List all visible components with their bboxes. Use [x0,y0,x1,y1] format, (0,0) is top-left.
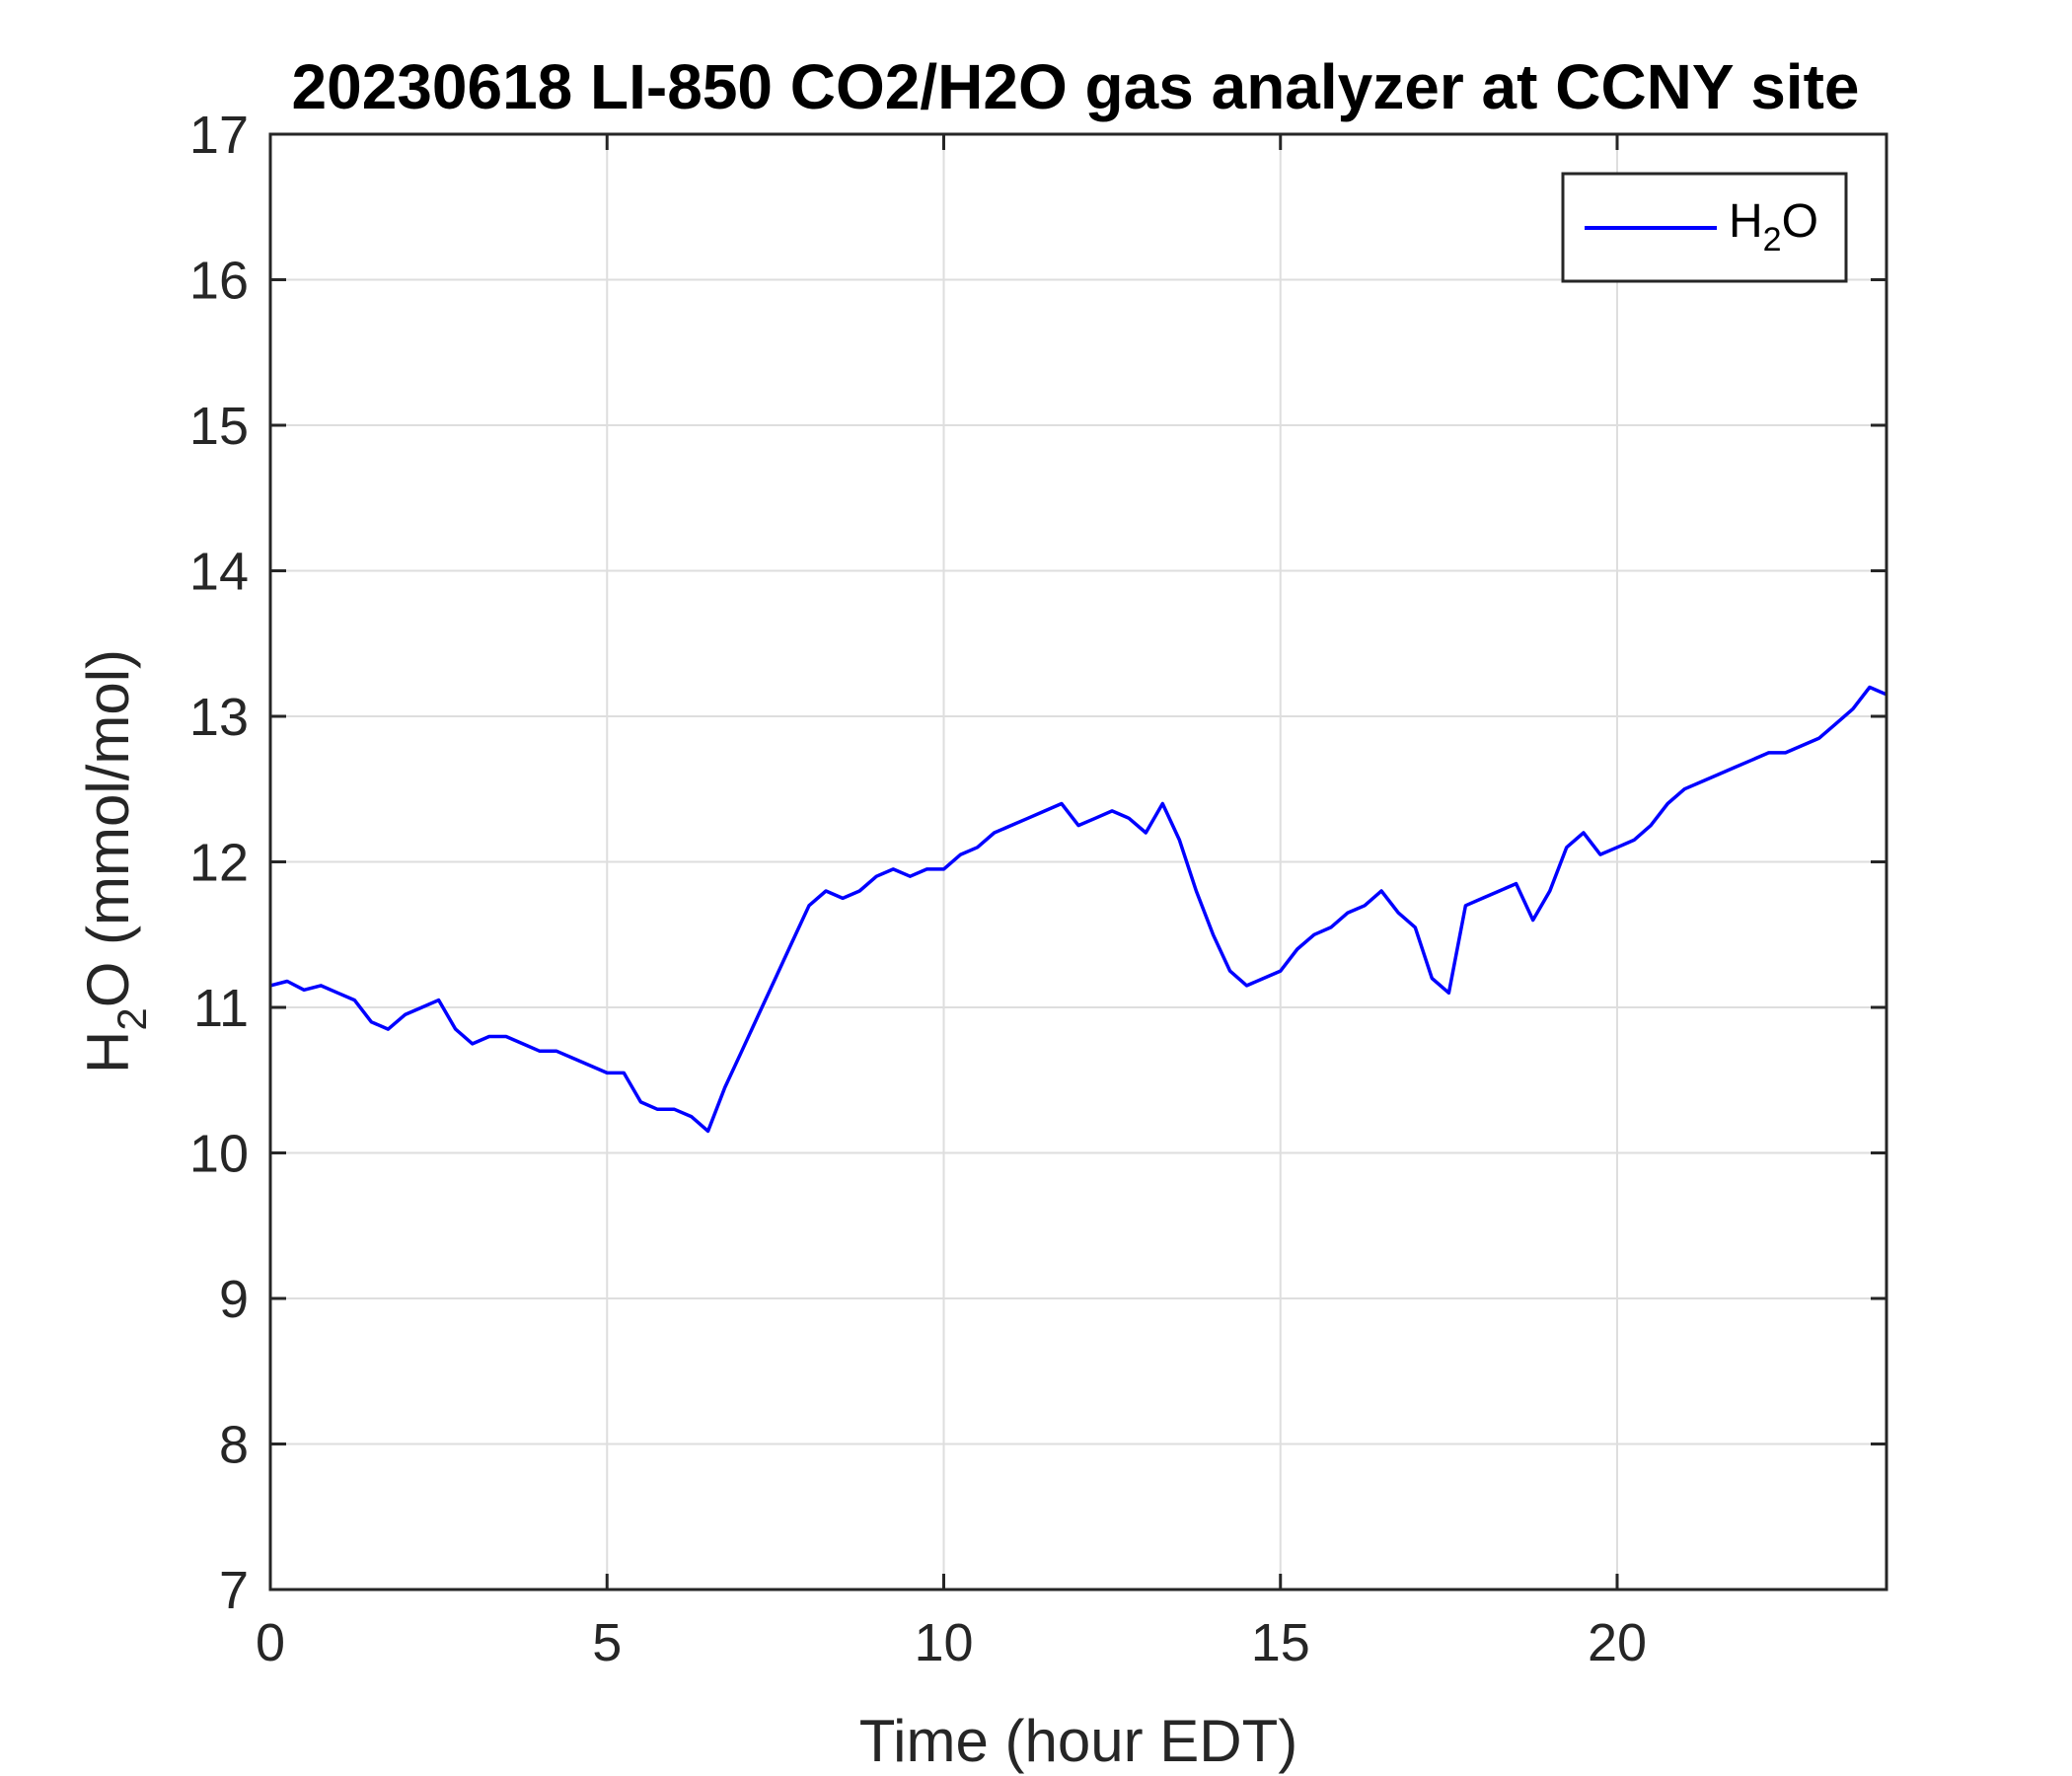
y-tick-label: 15 [189,397,249,456]
y-tick-label: 10 [189,1125,249,1184]
series-layer [269,685,1887,1134]
h2o-series-line [269,685,1887,1134]
legend: H2O [1561,172,1848,283]
y-tick-label: 9 [219,1270,249,1329]
y-tick-label: 12 [189,834,249,893]
x-tick-label: 20 [1588,1613,1647,1672]
x-tick-label: 10 [914,1613,973,1672]
y-tick-label: 14 [189,543,249,602]
y-axis-label: H2O (mmol/mol) [75,649,155,1073]
y-tick-label: 13 [189,688,249,747]
y-tick-label: 16 [189,252,249,311]
x-tick-label: 0 [256,1613,285,1672]
x-axis-label: Time (hour EDT) [859,1708,1298,1774]
grid-lines-overlay [269,133,1887,1591]
y-tick-label: 17 [189,106,249,165]
x-tick-label: 5 [592,1613,622,1672]
axis-ticks: 0 5 10 15 20 7 8 9 10 11 12 13 14 15 16 17 [189,106,1887,1672]
y-tick-label: 11 [193,979,249,1038]
chart-title: 20230618 LI-850 CO2/H2O gas analyzer at … [292,51,1860,122]
y-tick-label: 8 [219,1416,249,1475]
y-tick-label: 7 [219,1561,249,1620]
x-tick-label: 15 [1251,1613,1310,1672]
legend-label: H2O [1729,195,1818,259]
